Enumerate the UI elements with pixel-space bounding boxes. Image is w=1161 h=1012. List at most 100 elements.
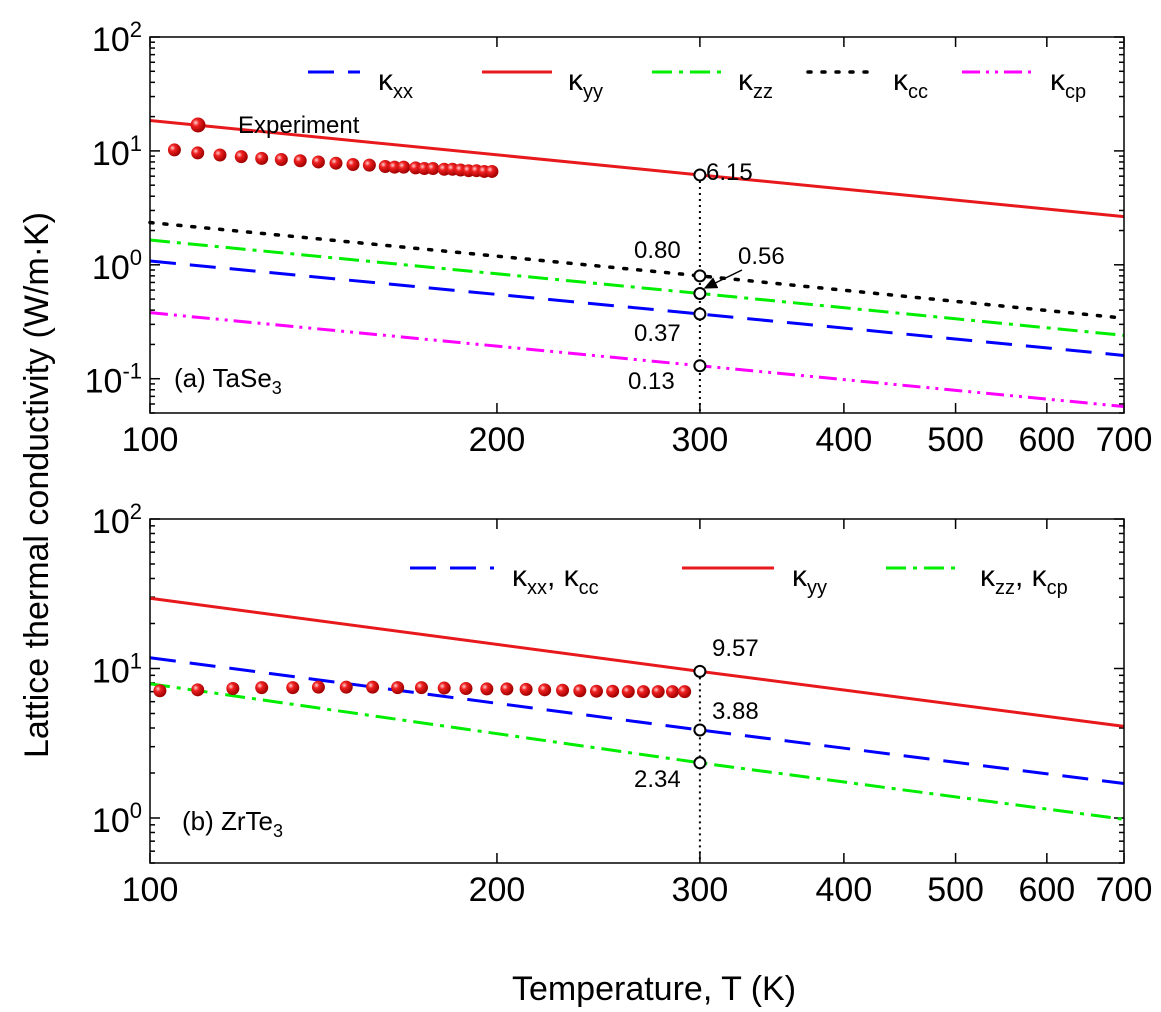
marker-300k-point [693, 359, 707, 373]
panel-a-xtick-label: 400 [816, 421, 873, 459]
panel-b-experiment-points [153, 680, 692, 699]
panel-a-ytick-label: 100 [92, 245, 142, 287]
panel-b-xtick-label: 600 [1018, 871, 1075, 909]
annotation-kcc-value: 0.80 [634, 237, 681, 264]
experiment-point [426, 162, 440, 176]
experiment-point [378, 159, 392, 173]
experiment-point [397, 160, 411, 174]
experiment-point [388, 160, 402, 174]
panel-a-xtick-label: 200 [469, 421, 526, 459]
panel-b-xtick-label: 300 [672, 871, 729, 909]
experiment-point [573, 684, 587, 698]
series-line-kyy [149, 596, 1125, 728]
experiment-point [606, 684, 620, 698]
experiment-point [191, 683, 205, 697]
experiment-point [391, 681, 405, 695]
experiment-point [459, 681, 473, 695]
series-line-kxx [149, 656, 1125, 786]
experiment-point [437, 681, 451, 695]
panel-a-xtick-label: 300 [672, 421, 729, 459]
series-line-kzz [149, 238, 1125, 337]
panel-b-zrte3: 100 101 102 100 200 300 400 500 600 700 … [92, 499, 1152, 909]
panel-b-ytick-label: 100 [92, 798, 142, 840]
annotation-kyy-value: 9.57 [712, 635, 759, 662]
experiment-point [191, 146, 205, 160]
panel-b-xtick-label: 700 [1096, 871, 1153, 909]
legend-label-kyy: κyy [568, 64, 603, 103]
marker-300k-point [693, 286, 707, 300]
legend-label-kxx-kcc: κxx, κcc [512, 560, 599, 599]
annotation-kxx-value: 0.37 [634, 320, 681, 347]
annotation-kzz-kcp-value: 2.34 [634, 766, 681, 793]
experiment-point [366, 680, 380, 694]
experiment-point [286, 681, 300, 695]
experiment-point [485, 164, 499, 178]
experiment-point [414, 681, 428, 695]
experiment-point [636, 685, 650, 699]
experiment-point [311, 155, 325, 169]
experiment-point [621, 685, 635, 699]
legend-label-kcp: κcp [1050, 64, 1086, 103]
annotation-kzz-value: 0.56 [738, 243, 785, 270]
x-axis-title: Temperature, T (K) [512, 970, 796, 1008]
panel-a-frame [149, 36, 1125, 414]
panel-a-experiment-points [167, 143, 499, 178]
experiment-point [538, 683, 552, 697]
experiment-point [362, 158, 376, 172]
legend-label-kyy: κyy [792, 560, 827, 599]
panel-b-xtick-label: 400 [816, 871, 873, 909]
marker-300k-point [693, 664, 707, 678]
y-axis-title: Lattice thermal conductivity (W/m·K) [18, 212, 56, 758]
experiment-point [556, 683, 570, 697]
panel-b-ytick-label: 101 [92, 648, 142, 690]
experiment-point [274, 153, 288, 167]
annotation-kyy-value: 6.15 [706, 159, 753, 186]
panel-b-ytick-label: 102 [92, 499, 142, 541]
panel-a-label: (a) TaSe3 [174, 363, 282, 398]
experiment-point [153, 684, 167, 698]
annotation-kxx-kcc-value: 3.88 [712, 698, 759, 725]
marker-300k-point [693, 307, 707, 321]
experiment-point [329, 156, 343, 170]
panel-b-frame [149, 518, 1125, 864]
marker-300k-point [693, 723, 707, 737]
experiment-point [234, 150, 248, 164]
panel-b-legend: κxx, κcc κyy κzz, κcp [410, 560, 1068, 599]
legend-label-kzz-kcp: κzz, κcp [980, 560, 1068, 599]
panel-a-xtick-label: 700 [1096, 421, 1153, 459]
marker-300k-point [693, 269, 707, 283]
panel-a-xtick-label: 600 [1018, 421, 1075, 459]
experiment-point [519, 682, 533, 696]
panel-b-xtick-label: 100 [122, 871, 179, 909]
marker-300k-point [693, 756, 707, 770]
experiment-point [311, 680, 325, 694]
panel-a-ytick-label: 102 [92, 17, 142, 59]
panel-a-300k-markers [693, 168, 707, 413]
marker-300k-point [693, 168, 707, 182]
panel-b-xtick-label: 500 [927, 871, 984, 909]
legend-swatch-experiment [190, 117, 206, 133]
panel-b-300k-markers [693, 664, 707, 863]
experiment-point [589, 684, 603, 698]
panel-a-ytick-label: 10-1 [85, 359, 142, 401]
panel-a-tase3: 10-1 100 101 102 100 200 300 400 500 600… [85, 17, 1153, 459]
panel-b-label: (b) ZrTe3 [182, 806, 283, 841]
experiment-point [293, 154, 307, 168]
experiment-point [678, 685, 692, 699]
legend-label-kxx: κxx [378, 64, 413, 103]
panel-a-ytick-label: 101 [92, 131, 142, 173]
panel-a-legend: κxx κyy κzz κcc κcp Experiment [190, 64, 1086, 139]
experiment-point [339, 680, 353, 694]
legend-label-kcc: κcc [893, 64, 928, 103]
panel-b-xtick-label: 200 [469, 871, 526, 909]
series-line-kcc [148, 220, 1126, 320]
panel-a-xtick-label: 500 [927, 421, 984, 459]
experiment-point [665, 685, 679, 699]
experiment-point [213, 148, 227, 162]
series-line-kxx [149, 259, 1125, 357]
experiment-point [226, 681, 240, 695]
experiment-point [255, 681, 269, 695]
annotation-kcp-value: 0.13 [628, 368, 675, 395]
series-line-kzz [149, 682, 1125, 821]
